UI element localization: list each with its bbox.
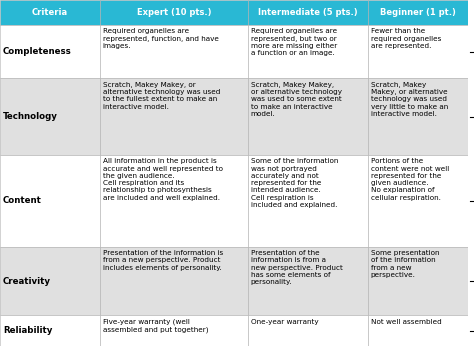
Text: Required organelles are
represented, but two or
more are missing either
a functi: Required organelles are represented, but…: [251, 28, 337, 56]
Text: Scratch, Makey Makey, or
alternative technology was used
to the fullest extent t: Scratch, Makey Makey, or alternative tec…: [103, 82, 220, 110]
Bar: [100, 0, 248, 25]
Text: Technology: Technology: [3, 112, 58, 121]
Bar: [248, 0, 368, 25]
Bar: [368, 316, 468, 346]
Bar: [248, 247, 368, 316]
Bar: [0, 247, 100, 316]
Bar: [0, 25, 100, 79]
Text: Scratch, Makey Makey,
or alternative technology
was used to some extent
to make : Scratch, Makey Makey, or alternative tec…: [251, 82, 342, 117]
Bar: [248, 79, 368, 155]
Text: Scratch, Makey
Makey, or alternative
technology was used
very little to make an
: Scratch, Makey Makey, or alternative tec…: [371, 82, 448, 117]
Text: Creativity: Creativity: [3, 276, 51, 285]
Text: Presentation of the information is
from a new perspective. Product
includes elem: Presentation of the information is from …: [103, 250, 223, 271]
Text: Content: Content: [3, 196, 42, 205]
Bar: [100, 155, 248, 247]
Bar: [248, 316, 368, 346]
Bar: [0, 316, 100, 346]
Text: Reliability: Reliability: [3, 326, 52, 335]
Bar: [100, 79, 248, 155]
Bar: [468, 247, 474, 316]
Text: Some presentation
of the information
from a new
perspective.: Some presentation of the information fro…: [371, 250, 439, 278]
Bar: [368, 247, 468, 316]
Bar: [368, 0, 468, 25]
Text: Fewer than the
required organelles
are represented.: Fewer than the required organelles are r…: [371, 28, 441, 49]
Bar: [100, 25, 248, 79]
Text: Not well assembled: Not well assembled: [371, 319, 442, 325]
Text: Five-year warranty (well
assembled and put together): Five-year warranty (well assembled and p…: [103, 319, 209, 333]
Text: One-year warranty: One-year warranty: [251, 319, 319, 325]
Text: Required organelles are
represented, function, and have
images.: Required organelles are represented, fun…: [103, 28, 219, 49]
Bar: [368, 79, 468, 155]
Bar: [0, 79, 100, 155]
Bar: [368, 25, 468, 79]
Bar: [248, 25, 368, 79]
Bar: [468, 79, 474, 155]
Bar: [0, 155, 100, 247]
Text: Some of the information
was not portrayed
accurately and not
represented for the: Some of the information was not portraye…: [251, 158, 338, 208]
Bar: [100, 316, 248, 346]
Bar: [468, 155, 474, 247]
Text: All information in the product is
accurate and well represented to
the given aud: All information in the product is accura…: [103, 158, 223, 201]
Text: Expert (10 pts.): Expert (10 pts.): [137, 8, 211, 17]
Bar: [248, 155, 368, 247]
Bar: [468, 0, 474, 25]
Text: Portions of the
content were not well
represented for the
given audience.
No exp: Portions of the content were not well re…: [371, 158, 449, 201]
Bar: [100, 247, 248, 316]
Text: Criteria: Criteria: [32, 8, 68, 17]
Text: Intermediate (5 pts.): Intermediate (5 pts.): [258, 8, 358, 17]
Bar: [468, 25, 474, 79]
Text: Completeness: Completeness: [3, 47, 72, 56]
Text: Presentation of the
information is from a
new perspective. Product
has some elem: Presentation of the information is from …: [251, 250, 343, 285]
Bar: [368, 155, 468, 247]
Text: Beginner (1 pt.): Beginner (1 pt.): [380, 8, 456, 17]
Bar: [468, 316, 474, 346]
Bar: [0, 0, 100, 25]
